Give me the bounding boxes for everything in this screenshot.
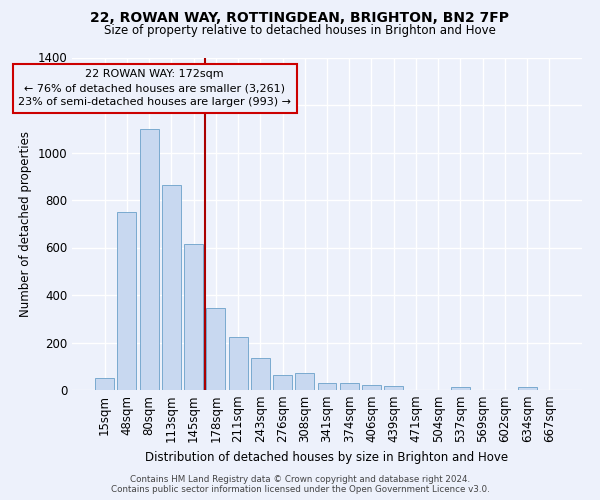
Text: Contains HM Land Registry data © Crown copyright and database right 2024.
Contai: Contains HM Land Registry data © Crown c…: [110, 474, 490, 494]
Text: Size of property relative to detached houses in Brighton and Hove: Size of property relative to detached ho…: [104, 24, 496, 37]
Bar: [362, 385, 381, 390]
X-axis label: Distribution of detached houses by size in Brighton and Hove: Distribution of detached houses by size …: [145, 451, 509, 464]
Y-axis label: Number of detached properties: Number of detached properties: [19, 130, 32, 317]
Bar: [295, 374, 314, 390]
Bar: [251, 358, 270, 390]
Bar: [206, 308, 225, 390]
Bar: [118, 212, 136, 390]
Bar: [340, 383, 359, 390]
Bar: [162, 184, 181, 390]
Bar: [95, 378, 114, 390]
Bar: [384, 386, 403, 390]
Text: 22, ROWAN WAY, ROTTINGDEAN, BRIGHTON, BN2 7FP: 22, ROWAN WAY, ROTTINGDEAN, BRIGHTON, BN…: [91, 11, 509, 25]
Bar: [140, 128, 158, 390]
Bar: [229, 336, 248, 390]
Bar: [273, 376, 292, 390]
Bar: [184, 244, 203, 390]
Bar: [518, 387, 536, 390]
Bar: [451, 387, 470, 390]
Text: 22 ROWAN WAY: 172sqm
← 76% of detached houses are smaller (3,261)
23% of semi-de: 22 ROWAN WAY: 172sqm ← 76% of detached h…: [18, 70, 291, 108]
Bar: [317, 383, 337, 390]
